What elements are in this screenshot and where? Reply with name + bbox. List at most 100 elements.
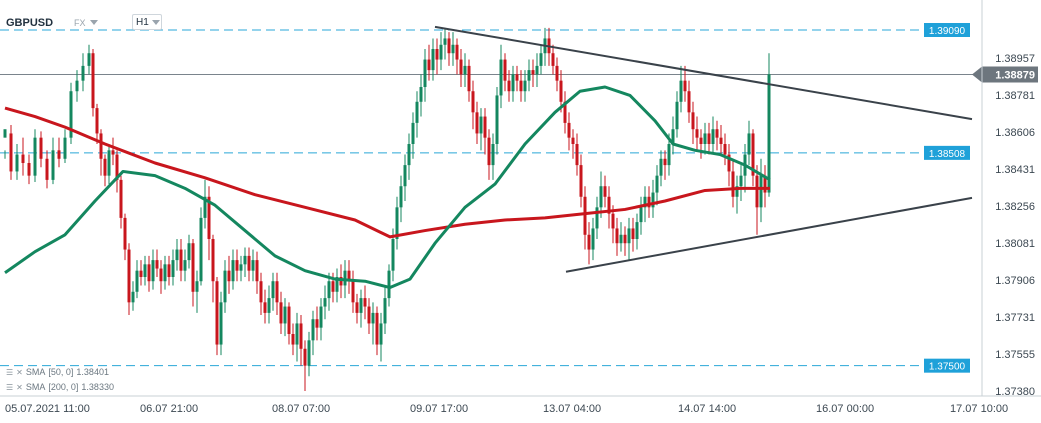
- candle-body: [331, 281, 335, 292]
- candle: [115, 150, 119, 193]
- candle: [163, 255, 167, 290]
- candle-body: [303, 348, 307, 366]
- candle-body: [327, 281, 331, 299]
- candle: [99, 129, 103, 176]
- timeframe-dropdown-icon[interactable]: [152, 20, 160, 25]
- timeframe-select[interactable]: H1: [132, 14, 162, 30]
- candle: [615, 217, 619, 256]
- candle: [111, 137, 115, 166]
- candle-body: [531, 70, 535, 75]
- candle-body: [647, 196, 651, 208]
- candle: [595, 196, 599, 239]
- candle-body: [127, 249, 131, 303]
- candle: [423, 49, 427, 102]
- list-icon[interactable]: ☰: [6, 367, 14, 377]
- candle: [359, 289, 363, 328]
- symbol-label[interactable]: GBPUSD: [6, 17, 54, 29]
- candle-body: [15, 154, 19, 172]
- candle: [179, 239, 183, 282]
- legend-sma50[interactable]: ☰ ✕ SMA [50, 0] 1.38401: [6, 367, 109, 377]
- candle-body: [599, 186, 603, 208]
- candle-body: [175, 249, 179, 261]
- candle-body: [3, 129, 7, 138]
- candle: [299, 315, 303, 366]
- candle: [287, 302, 291, 345]
- symbol-dropdown-icon[interactable]: [90, 20, 98, 25]
- candle: [75, 70, 79, 102]
- candle: [447, 32, 451, 66]
- candle: [303, 340, 307, 391]
- candle: [571, 129, 575, 159]
- candle-body: [527, 70, 531, 81]
- candle: [323, 285, 327, 320]
- candle-body: [63, 137, 67, 159]
- candle: [347, 260, 351, 294]
- candle: [219, 291, 223, 356]
- candle: [127, 243, 131, 315]
- candle: [619, 222, 623, 252]
- candle-body: [487, 137, 491, 166]
- legend-label: SMA: [25, 382, 46, 392]
- candle: [519, 70, 523, 102]
- candle-body: [615, 228, 619, 244]
- candle: [171, 249, 175, 286]
- y-tick-label: 1.37906: [995, 275, 1035, 287]
- candle: [515, 65, 519, 92]
- legend-sma200[interactable]: ☰ ✕ SMA [200, 0] 1.38330: [6, 382, 114, 392]
- candle-body: [291, 334, 295, 345]
- candle-body: [739, 175, 743, 187]
- candle: [259, 272, 263, 315]
- candle: [21, 137, 25, 176]
- candle: [603, 175, 607, 208]
- candle: [159, 260, 163, 294]
- candle: [307, 331, 311, 377]
- candle: [203, 179, 207, 229]
- y-tick-label: 1.37380: [995, 386, 1035, 398]
- candle: [551, 44, 555, 75]
- candle: [251, 249, 255, 282]
- list-icon[interactable]: ☰: [6, 382, 14, 392]
- close-icon[interactable]: ✕: [16, 367, 23, 377]
- candle: [151, 249, 155, 290]
- candle-body: [247, 255, 251, 271]
- candle-body: [223, 270, 227, 303]
- candle-body: [159, 268, 163, 282]
- candle-body: [655, 175, 659, 193]
- candle-body: [671, 129, 675, 144]
- candle: [311, 310, 315, 356]
- candle: [655, 165, 659, 206]
- candle-body: [51, 150, 55, 180]
- candle-body: [275, 281, 279, 303]
- candle-body: [371, 312, 375, 324]
- candle: [3, 129, 7, 159]
- candle-body: [523, 80, 527, 92]
- candle: [33, 129, 37, 182]
- candle-body: [659, 158, 663, 176]
- level-tag: [924, 23, 970, 37]
- candle-body: [495, 95, 499, 144]
- candle: [363, 285, 367, 320]
- candle: [235, 249, 239, 282]
- candle: [607, 186, 611, 229]
- candle-body: [591, 228, 595, 250]
- candle-body: [419, 87, 423, 102]
- y-tick-label: 1.38781: [995, 90, 1035, 102]
- candle: [223, 260, 227, 313]
- candle: [283, 298, 287, 337]
- candle: [663, 150, 667, 180]
- candle: [499, 44, 503, 109]
- candle-body: [359, 298, 363, 313]
- candle-body: [451, 44, 455, 54]
- level-tag: [924, 145, 970, 160]
- candle: [271, 272, 275, 311]
- level-tag-label: 1.38508: [929, 149, 966, 160]
- close-icon[interactable]: ✕: [16, 382, 23, 392]
- candle: [431, 38, 435, 81]
- candle-body: [199, 217, 203, 282]
- candle: [759, 158, 763, 223]
- candle: [555, 57, 559, 92]
- candle: [335, 268, 339, 303]
- candle-body: [459, 59, 463, 75]
- trendline-lower: [565, 196, 973, 273]
